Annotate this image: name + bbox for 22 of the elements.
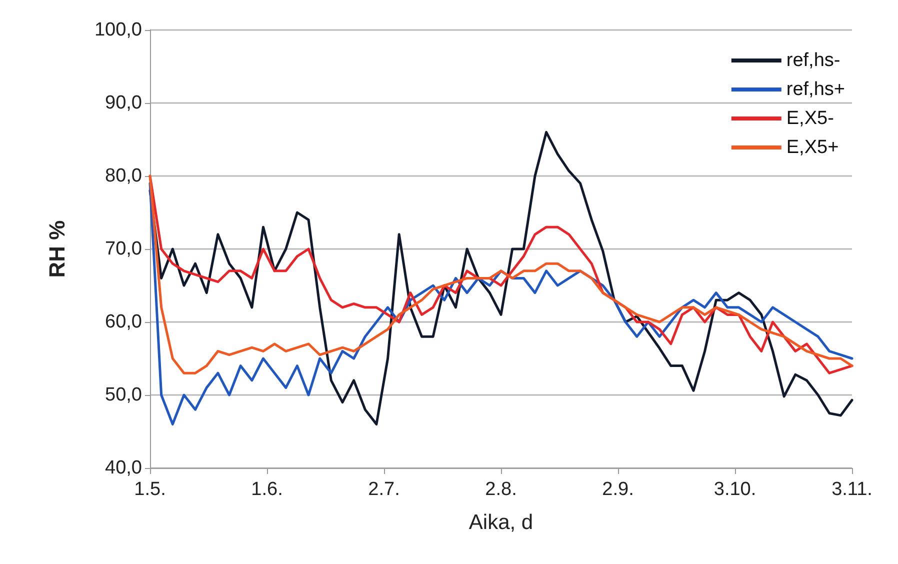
line-series	[148, 182, 854, 426]
legend-label: ref,hs+	[786, 79, 846, 100]
y-axis-title: RH %	[44, 220, 70, 278]
y-tick-label: 80,0	[105, 166, 142, 186]
y-tick-label: 100,0	[94, 20, 142, 40]
y-tick-label: 90,0	[105, 92, 142, 114]
x-tick-label: 3.10.	[714, 479, 756, 500]
line-series	[148, 130, 854, 426]
legend-label: ref,hs-	[786, 50, 840, 71]
legend-label: E,X5-	[786, 108, 834, 129]
x-tick-label: 2.9.	[602, 479, 634, 500]
y-tick-label: 40,0	[105, 458, 142, 478]
x-tick-label: 2.7.	[368, 479, 400, 500]
x-tick-label: 1.6.	[251, 479, 283, 500]
x-tick-label: 2.8.	[485, 479, 517, 500]
y-tick-label: 50,0	[105, 384, 142, 406]
legend-label: E,X5+	[786, 137, 839, 158]
x-tick-label: 3.11.	[832, 479, 872, 500]
x-axis-title: Aika, d	[468, 511, 534, 534]
y-tick-label: 70,0	[105, 238, 142, 260]
y-tick-label: 60,0	[105, 312, 142, 332]
x-tick-label: 1.5.	[134, 479, 166, 500]
